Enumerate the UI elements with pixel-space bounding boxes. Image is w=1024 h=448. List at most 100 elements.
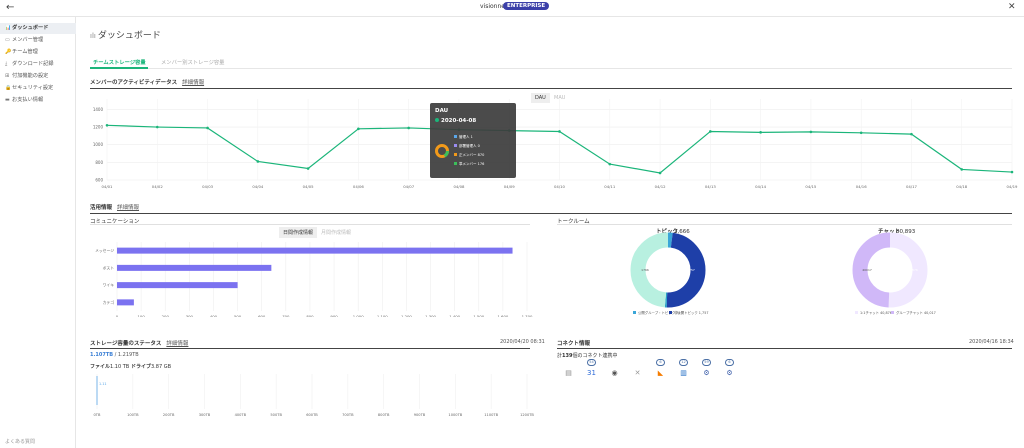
y-tick-label: 800 [95, 160, 103, 165]
storage-bar-label: 1.11 [99, 382, 107, 386]
category-label: ワイキ [103, 283, 115, 288]
data-point [1010, 170, 1014, 174]
data-point [759, 131, 762, 134]
sidebar: 📊ダッシュボード ▭ メンバー管理 🔑チーム管理 ⤓ ダウンロード記録 ⊞ 付加機能の… [0, 17, 76, 448]
data-point [960, 168, 964, 171]
calendar-icon[interactable]: 31 [587, 369, 596, 377]
sidebar-item-dashboard[interactable]: 📊ダッシュボード [0, 23, 76, 34]
usage-title-text: 活用情報 [90, 205, 113, 211]
legend-swatch [891, 311, 894, 314]
x-tick-label: 300TB [199, 413, 211, 417]
x-tick-label: 200 [162, 314, 170, 317]
activity-detail-link[interactable]: 詳細情報 [182, 80, 205, 86]
x-tick-label: 1,500 [473, 314, 484, 317]
card-icon: ▭ [5, 37, 10, 43]
x-tick-label: 900TB [414, 413, 426, 417]
sidebar-item-downloads[interactable]: ⤓ ダウンロード記録 [0, 59, 76, 70]
tab-team-storage[interactable]: チームストレージ容量 [93, 60, 146, 66]
sidebar-item-security[interactable]: 🔒セキュリティ設定 [0, 83, 76, 94]
x-tick-label: 04/13 [705, 184, 717, 189]
usage-section-title: 活用情報 詳細情報 [90, 203, 139, 211]
x-tick-label: 04/03 [202, 184, 214, 189]
connect-count-badge: 6 [656, 359, 665, 366]
sidebar-item-label: チーム管理 [12, 49, 38, 55]
y-tick-label: 1000 [93, 142, 104, 147]
x-tick-label: 800 [306, 314, 314, 317]
x-tick-label: 800TB [378, 413, 390, 417]
tab-member-storage[interactable]: メンバー別ストレージ容量 [161, 60, 225, 66]
storage-bar-chart: 0TB 100TB 200TB 300TB 400TB 500TB 600TB 700TB 80… [94, 374, 534, 417]
connect-summary: 計139個のコネクト連携中 [557, 353, 618, 359]
daily-toggle[interactable]: 日間作成情報 [279, 227, 318, 238]
x-tick-label: 04/02 [152, 184, 164, 189]
trello-icon[interactable]: ▥ [680, 369, 687, 377]
x-tick-label: 04/18 [956, 184, 968, 189]
connect-count-badge: 12 [679, 359, 688, 366]
communication-bar-chart: 0 100 200 300 400 500 600 700 800 900 1,000 1,100 1,… [95, 242, 533, 317]
x-tick-label: 1,200 [401, 314, 412, 317]
sidebar-item-addons[interactable]: ⊞ 付加機能の設定 [0, 71, 76, 82]
storage-total: / 1.219TB [114, 352, 139, 358]
x-icon[interactable]: ✕ [634, 369, 641, 377]
webhook2-icon[interactable]: ⚙ [726, 369, 733, 377]
x-tick-label: 04/06 [353, 184, 365, 189]
top-bar: ← visionnet ENTERPRISE ✕ [0, 0, 1024, 17]
storage-detail-link[interactable]: 詳細情報 [166, 341, 189, 347]
category-label: ボスト [103, 265, 115, 270]
tooltip-title: DAU [435, 108, 449, 114]
data-point [256, 160, 260, 163]
activity-divider [90, 88, 1012, 89]
x-tick-label: 04/09 [504, 184, 516, 189]
sidebar-item-billing[interactable]: ▬ お支払い情報 [0, 95, 76, 106]
x-tick-label: 04/11 [604, 184, 616, 189]
storage-divider [90, 348, 530, 349]
faq-link[interactable]: よくある質問 [5, 439, 36, 445]
mau-toggle[interactable]: MAU [554, 95, 566, 101]
donut-title: チャット [878, 228, 900, 235]
x-tick-label: 04/16 [856, 184, 868, 189]
slice-label: 40017 [862, 268, 872, 272]
storage-section-title: ストレージ容量のステータス 詳細情報 [90, 339, 188, 347]
x-tick-label: 200TB [163, 413, 175, 417]
x-tick-label: 0TB [94, 413, 101, 417]
connect-count-badge: 59 [702, 359, 711, 366]
storage-breakdown: ファイル1.10 TB ドライブ3.87 GB [90, 364, 172, 370]
sidebar-item-members[interactable]: ▭ メンバー管理 [0, 35, 76, 46]
data-point [558, 130, 561, 133]
donut-total: 80,893 [896, 229, 916, 235]
rss-icon[interactable]: ◣ [657, 369, 664, 377]
back-arrow-icon[interactable]: ← [6, 2, 15, 13]
x-tick-label: 300 [186, 314, 194, 317]
communication-title: コミュニケーション [90, 219, 140, 225]
activity-section-title: メンバーのアクティビティデータス 詳細情報 [90, 78, 204, 86]
monthly-toggle[interactable]: 月間作成情報 [321, 230, 352, 236]
connect-date: 2020/04/16 18:34 [969, 339, 1014, 345]
usage-divider [90, 213, 1012, 214]
github-icon[interactable]: ◉ [611, 369, 618, 377]
x-tick-label: 1,700 [522, 314, 533, 317]
dau-toggle[interactable]: DAU [531, 93, 550, 103]
legend-swatch [855, 311, 858, 314]
connect-section-title: コネクト情報 [557, 341, 591, 347]
x-tick-label: 1,100 [377, 314, 388, 317]
webhook-icon[interactable]: ⚙ [703, 369, 710, 377]
sidebar-item-label: ダッシュボード [12, 25, 49, 31]
x-tick-label: 04/19 [1007, 184, 1019, 189]
usage-detail-link[interactable]: 詳細情報 [117, 205, 140, 211]
bar [117, 247, 513, 254]
x-tick-label: 1,300 [425, 314, 436, 317]
x-tick-label: 700TB [342, 413, 354, 417]
data-point [809, 130, 813, 134]
connect-count-badge: 54 [587, 359, 596, 366]
tooltip-row: 管理人 1 [454, 135, 473, 140]
close-icon[interactable]: ✕ [1008, 2, 1016, 12]
y-tick-label: 600 [95, 178, 103, 183]
page-title-text: ダッシュボード [97, 31, 161, 41]
sidebar-item-label: メンバー管理 [12, 37, 44, 43]
category-label: メッセージ [95, 248, 114, 253]
category-label: カテゴ [103, 300, 115, 305]
x-tick-label: 400 [210, 314, 218, 317]
db-icon[interactable]: ▤ [565, 369, 572, 377]
sidebar-item-teams[interactable]: 🔑チーム管理 [0, 47, 76, 58]
legend-label: 非公開トピック 1,757 [674, 310, 709, 315]
